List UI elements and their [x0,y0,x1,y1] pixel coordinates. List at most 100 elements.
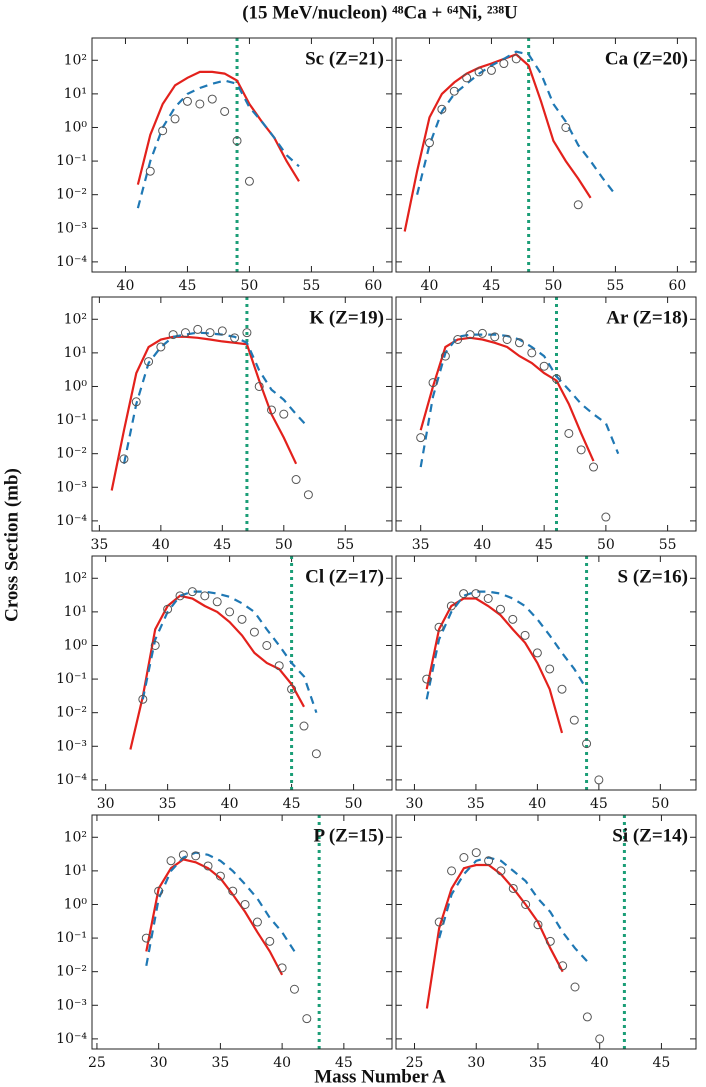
data-point [180,328,190,338]
model-line [419,333,620,468]
y-tick-label: 10² [64,829,87,845]
y-tick-label: 10¹ [64,863,87,879]
x-tick-label: 50 [345,796,363,812]
data-point [545,936,555,946]
model-line [145,851,296,966]
data-point [459,589,469,599]
data-point [576,445,586,455]
data-point [573,200,583,210]
plot-frame [395,555,697,791]
y-tick-label: 10⁻² [56,964,87,980]
plot-frame [395,296,697,532]
data-point [486,65,496,75]
data-point [462,73,472,83]
data-point [277,963,287,973]
data-point [440,351,450,361]
data-point [499,59,509,69]
y-tick-label: 10⁻¹ [56,412,87,428]
data-point [520,630,530,640]
data-point [279,409,289,419]
model-line [141,590,318,714]
y-tick-label: 10⁰ [64,378,88,394]
data-point [465,330,475,340]
model-line [122,331,310,465]
plot-frame [91,555,393,791]
y-tick-label: 10⁻⁴ [56,513,87,529]
data-point [302,1014,312,1024]
data-point [496,604,506,614]
panel-label: K (Z=19) [309,307,384,328]
data-point [539,361,549,371]
data-point [569,715,579,725]
data-point [434,622,444,632]
x-tick-label: 30 [150,1055,168,1071]
x-tick-label: 40 [117,278,135,294]
model-line [136,70,300,185]
data-point [138,694,148,704]
x-tick-label: 45 [590,796,608,812]
x-tick-label: 35 [529,1055,547,1071]
x-tick-label: 35 [211,1055,229,1071]
data-point [168,330,178,340]
plot-frame [91,37,393,273]
x-tick-label: 45 [283,796,301,812]
data-point [207,94,217,104]
data-point [471,848,481,858]
data-point [289,984,299,994]
model-line [438,856,589,963]
y-tick-label: 10⁻³ [56,220,87,236]
data-point [582,739,592,749]
data-point [262,640,272,650]
data-point [193,324,203,334]
data-point [145,166,155,176]
y-tick-label: 10² [64,52,87,68]
model-line [425,863,564,1009]
data-point [561,122,571,132]
x-tick-label: 55 [336,537,354,553]
model-line [419,336,595,462]
x-tick-label: 55 [303,278,321,294]
x-tick-label: 50 [545,278,563,294]
data-point [527,348,537,358]
model-line [129,594,305,750]
data-point [228,886,238,896]
data-point [514,338,524,348]
x-tick-label: 55 [607,278,625,294]
data-point [242,328,252,338]
panel-label: Sc (Z=21) [305,48,384,69]
x-tick-label: 50 [275,537,293,553]
data-point [154,886,164,896]
x-tick-label: 35 [412,537,430,553]
data-point [225,607,235,617]
data-point [422,674,432,684]
data-point [459,853,469,863]
data-point [521,899,531,909]
data-point [416,433,426,443]
data-point [158,126,168,136]
data-point [232,136,242,146]
x-tick-label: 35 [467,796,485,812]
data-point [484,856,494,866]
data-point [595,1034,605,1044]
data-point [170,114,180,124]
data-point [589,462,599,472]
data-point [195,99,205,109]
data-point [508,883,518,893]
data-point [496,866,506,876]
data-point [230,333,240,343]
data-point [119,454,129,464]
x-tick-label: 45 [179,278,197,294]
y-tick-label: 10⁻⁴ [56,254,87,270]
data-point [446,601,456,611]
data-point [166,856,176,866]
data-point [215,871,225,881]
data-point [217,326,227,336]
data-point [220,106,230,116]
y-tick-label: 10⁻² [56,446,87,462]
y-tick-label: 10⁰ [64,896,88,912]
panel-label: S (Z=16) [618,566,688,587]
model-line [110,335,298,491]
data-point [471,589,481,599]
y-axis-label: Cross Section (mb) [1,468,22,622]
